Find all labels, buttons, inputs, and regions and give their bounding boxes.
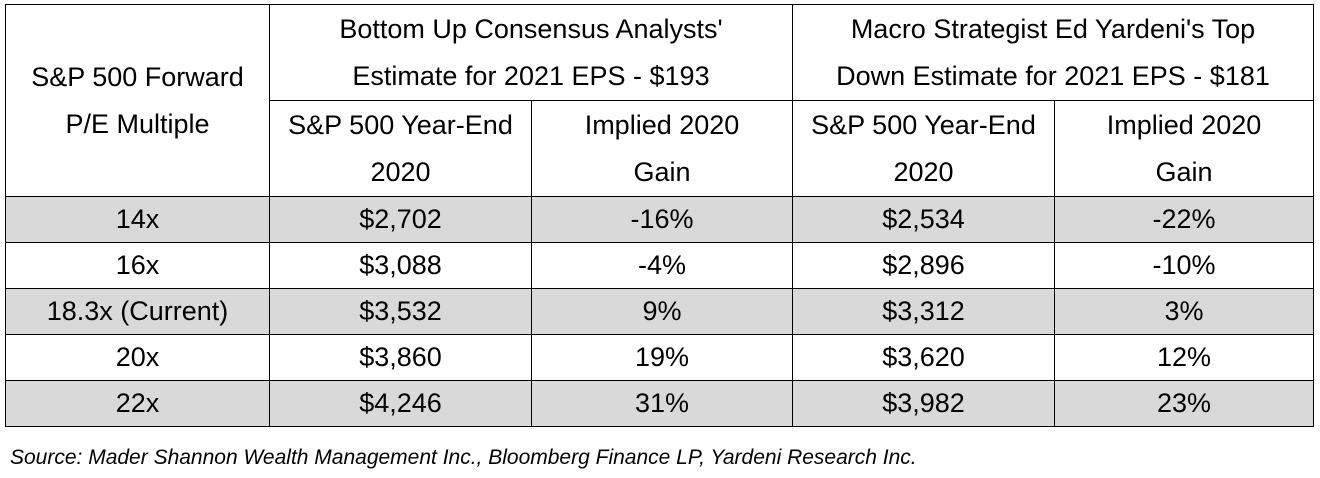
table-row: 22x $4,246 31% $3,982 23% xyxy=(5,380,1315,427)
consensus-year-end-header: S&P 500 Year-End 2020 xyxy=(269,100,532,197)
yardeni-gain-cell: 23% xyxy=(1053,380,1315,427)
table-row: 16x $3,088 -4% $2,896 -10% xyxy=(5,242,1315,289)
consensus-group-header: Bottom Up Consensus Analysts' Estimate f… xyxy=(269,4,793,101)
pe-multiple-cell: 18.3x (Current) xyxy=(5,288,270,335)
pe-multiple-header-line1: S&P 500 Forward xyxy=(31,61,244,92)
consensus-gain-cell: 19% xyxy=(531,334,793,381)
yardeni-header-line1: Macro Strategist Ed Yardeni's Top xyxy=(850,13,1256,44)
valuation-table: S&P 500 Forward P/E Multiple Bottom Up C… xyxy=(5,4,1315,427)
pe-multiple-header-line2: P/E Multiple xyxy=(65,108,210,139)
consensus-gain-cell: 9% xyxy=(531,288,793,335)
source-note: Source: Mader Shannon Wealth Management … xyxy=(10,446,917,469)
yardeni-gain-cell: -22% xyxy=(1053,196,1315,243)
consensus-gain-cell: -16% xyxy=(531,196,793,243)
yardeni-gain-cell: -10% xyxy=(1053,242,1315,289)
sub-header-line2: Gain xyxy=(633,156,691,187)
consensus-year-end-cell: $3,860 xyxy=(269,334,532,381)
table-row: 14x $2,702 -16% $2,534 -22% xyxy=(5,196,1315,243)
sub-header-line1: S&P 500 Year-End xyxy=(288,109,513,140)
consensus-year-end-cell: $3,532 xyxy=(269,288,532,335)
sub-header-line2: 2020 xyxy=(893,156,954,187)
pe-multiple-cell: 20x xyxy=(5,334,270,381)
yardeni-year-end-cell: $2,896 xyxy=(792,242,1055,289)
table-row: 20x $3,860 19% $3,620 12% xyxy=(5,334,1315,381)
yardeni-header-line2: Down Estimate for 2021 EPS - $181 xyxy=(836,60,1270,91)
yardeni-year-end-cell: $3,982 xyxy=(792,380,1055,427)
yardeni-gain-cell: 3% xyxy=(1053,288,1315,335)
consensus-header-line1: Bottom Up Consensus Analysts' xyxy=(339,13,723,44)
consensus-gain-cell: 31% xyxy=(531,380,793,427)
sub-header-line1: S&P 500 Year-End xyxy=(811,109,1036,140)
sub-header-line1: Implied 2020 xyxy=(1106,109,1262,140)
sub-header-line1: Implied 2020 xyxy=(584,109,740,140)
consensus-year-end-cell: $3,088 xyxy=(269,242,532,289)
sub-header-line2: 2020 xyxy=(370,156,431,187)
yardeni-year-end-cell: $3,312 xyxy=(792,288,1055,335)
consensus-year-end-cell: $2,702 xyxy=(269,196,532,243)
consensus-implied-gain-header: Implied 2020 Gain xyxy=(531,100,793,197)
consensus-header-line2: Estimate for 2021 EPS - $193 xyxy=(352,60,710,91)
pe-multiple-cell: 14x xyxy=(5,196,270,243)
pe-multiple-cell: 16x xyxy=(5,242,270,289)
yardeni-year-end-cell: $2,534 xyxy=(792,196,1055,243)
yardeni-group-header: Macro Strategist Ed Yardeni's Top Down E… xyxy=(791,4,1315,101)
table-row: 18.3x (Current) $3,532 9% $3,312 3% xyxy=(5,288,1315,335)
sub-header-line2: Gain xyxy=(1155,156,1213,187)
pe-multiple-header: S&P 500 Forward P/E Multiple xyxy=(5,4,270,197)
consensus-gain-cell: -4% xyxy=(531,242,793,289)
pe-multiple-cell: 22x xyxy=(5,380,270,427)
yardeni-year-end-cell: $3,620 xyxy=(792,334,1055,381)
yardeni-year-end-header: S&P 500 Year-End 2020 xyxy=(792,100,1055,197)
consensus-year-end-cell: $4,246 xyxy=(269,380,532,427)
yardeni-implied-gain-header: Implied 2020 Gain xyxy=(1053,100,1315,197)
yardeni-gain-cell: 12% xyxy=(1053,334,1315,381)
